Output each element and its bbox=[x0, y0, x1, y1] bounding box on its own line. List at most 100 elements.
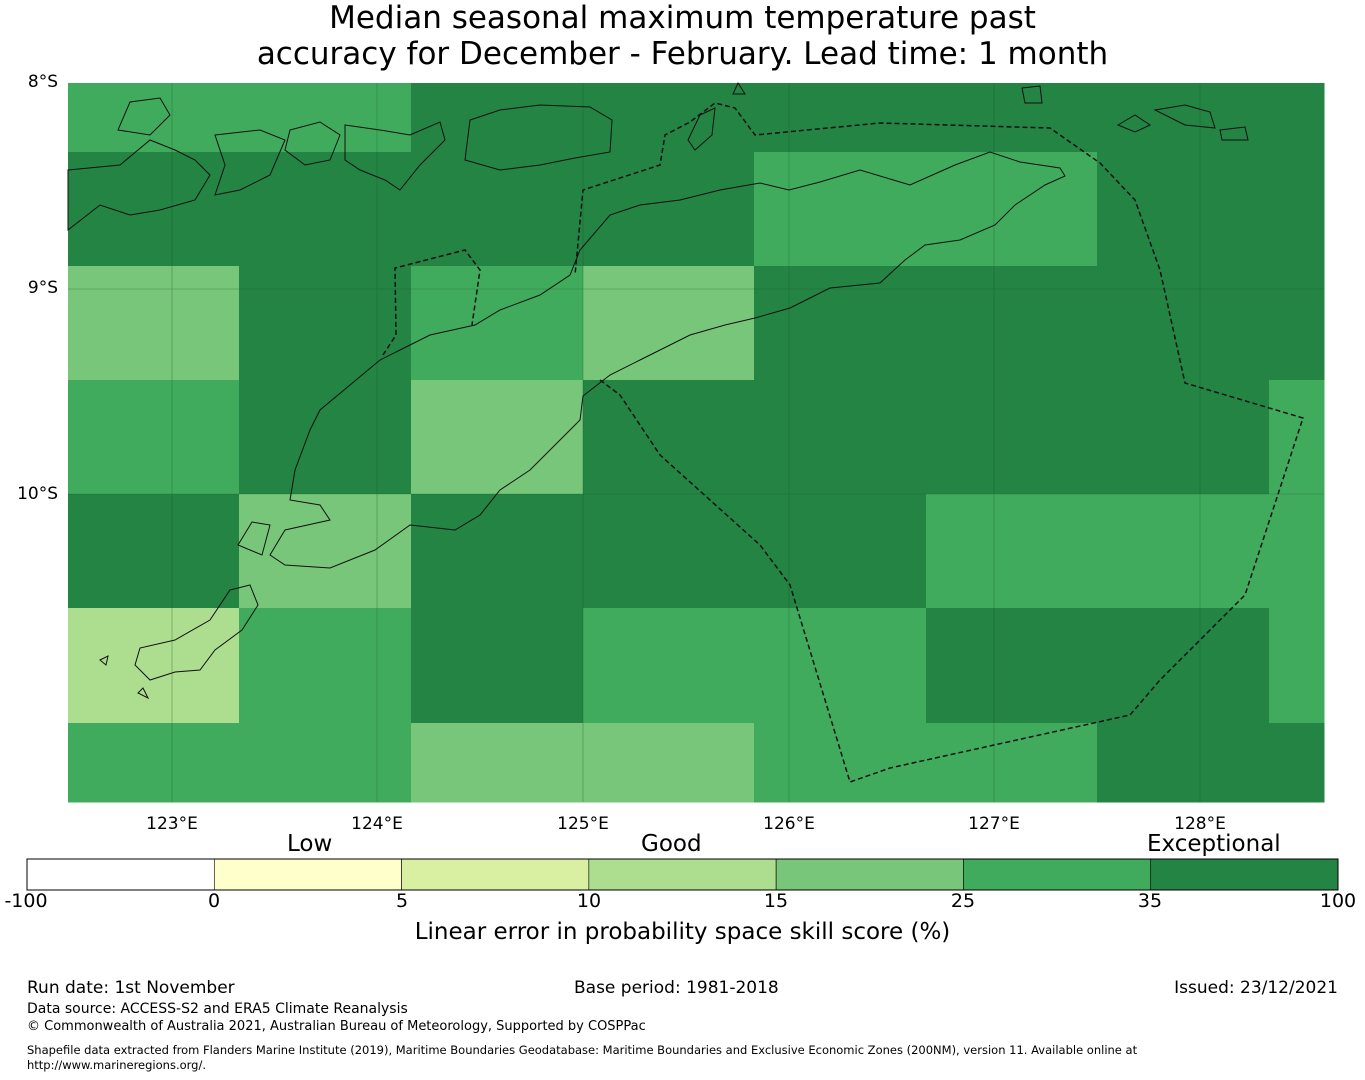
lon-label-126e: 126°E bbox=[763, 814, 815, 834]
shapefile-credit-line-1: Shapefile data extracted from Flanders M… bbox=[27, 1043, 1138, 1057]
grid-cell bbox=[926, 380, 1098, 495]
colorbar-bin bbox=[963, 858, 1152, 891]
grid-cell bbox=[1269, 608, 1325, 724]
grid-cell bbox=[411, 380, 584, 495]
tick-minus-100: -100 bbox=[4, 890, 48, 912]
lon-label-125e: 125°E bbox=[557, 814, 609, 834]
lat-label-9s: 9°S bbox=[27, 278, 58, 298]
grid-cell bbox=[239, 723, 412, 803]
tick-35: 35 bbox=[1137, 890, 1163, 912]
map-title-line-2: accuracy for December - February. Lead t… bbox=[256, 36, 1109, 72]
babar-island-coast bbox=[1116, 114, 1152, 133]
colorbar bbox=[26, 858, 1339, 891]
category-good: Good bbox=[641, 831, 702, 857]
grid-cell bbox=[1269, 494, 1325, 609]
grid-cell bbox=[754, 608, 927, 724]
lon-label-128e: 128°E bbox=[1174, 814, 1226, 834]
eez-boundary-west bbox=[382, 249, 481, 356]
colorbar-bin bbox=[26, 858, 215, 891]
grid-cell bbox=[1097, 494, 1270, 609]
grid-cell bbox=[68, 152, 240, 267]
grid-cell bbox=[1097, 83, 1270, 153]
grid-cell bbox=[1097, 608, 1270, 724]
category-low: Low bbox=[287, 831, 333, 857]
skill-grid bbox=[68, 83, 1325, 803]
grid-cell bbox=[1097, 266, 1270, 381]
wetar-island-coast bbox=[464, 104, 613, 171]
shapefile-credit-line-2: http://www.marineregions.org/. bbox=[27, 1058, 206, 1072]
skill-map bbox=[67, 81, 1325, 803]
grid-cell bbox=[411, 494, 584, 609]
grid-cell bbox=[411, 152, 584, 267]
tick-100: 100 bbox=[1319, 890, 1357, 912]
grid-cell bbox=[1097, 152, 1270, 267]
grid-cell bbox=[68, 83, 240, 153]
run-date: Run date: 1st November bbox=[27, 978, 235, 998]
sermata-island-coast bbox=[1219, 126, 1249, 141]
base-period: Base period: 1981-2018 bbox=[574, 978, 779, 998]
tick-5: 5 bbox=[395, 890, 409, 912]
eez-boundary-east bbox=[574, 102, 1304, 783]
grid-cell bbox=[68, 608, 240, 724]
lon-label-123e: 123°E bbox=[146, 814, 198, 834]
semau-island-coast bbox=[237, 521, 271, 556]
grid-cell bbox=[1097, 380, 1270, 495]
lat-label-10s: 10°S bbox=[17, 484, 58, 504]
grid-cell bbox=[754, 494, 927, 609]
grid-cell bbox=[411, 608, 584, 724]
atauro-island-coast bbox=[687, 107, 716, 151]
issued-date: Issued: 23/12/2021 bbox=[1174, 978, 1338, 998]
lat-label-8s: 8°S bbox=[27, 72, 58, 92]
grid-cell bbox=[239, 380, 412, 495]
grid-cell bbox=[583, 494, 755, 609]
category-exceptional: Exceptional bbox=[1147, 831, 1281, 857]
grid-cell bbox=[754, 152, 927, 267]
colorbar-label: Linear error in probability space skill … bbox=[414, 919, 951, 945]
tick-10: 10 bbox=[576, 890, 602, 912]
grid-cell bbox=[754, 83, 927, 153]
lat-lon-gridlines bbox=[68, 83, 1324, 802]
grid-cell bbox=[926, 494, 1098, 609]
data-source: Data source: ACCESS-S2 and ERA5 Climate … bbox=[27, 1001, 408, 1017]
grid-cell bbox=[926, 266, 1098, 381]
grid-cell bbox=[1097, 723, 1270, 803]
small-island-1 bbox=[137, 687, 150, 700]
grid-cell bbox=[68, 266, 240, 381]
grid-cell bbox=[1269, 266, 1325, 381]
grid-cell bbox=[583, 723, 755, 803]
grid-cell bbox=[239, 83, 412, 153]
grid-cell bbox=[754, 380, 927, 495]
grid-cell bbox=[926, 608, 1098, 724]
copyright: © Commonwealth of Australia 2021, Austra… bbox=[27, 1019, 646, 1034]
grid-cell bbox=[754, 723, 927, 803]
colorbar-bin bbox=[588, 858, 777, 891]
grid-cell bbox=[583, 266, 755, 381]
grid-cell bbox=[926, 723, 1098, 803]
colorbar-bin bbox=[775, 858, 964, 891]
maritime-boundaries bbox=[382, 102, 1304, 783]
lembata-island-coast bbox=[214, 129, 286, 196]
grid-cell bbox=[754, 266, 927, 381]
grid-cell bbox=[68, 494, 240, 609]
moa-island-coast bbox=[1153, 104, 1216, 129]
grid-cell bbox=[411, 83, 584, 153]
coastlines bbox=[67, 81, 1249, 700]
grid-cell bbox=[583, 152, 755, 267]
map-title-line-1: Median seasonal maximum temperature past bbox=[329, 0, 1036, 36]
lon-label-127e: 127°E bbox=[968, 814, 1020, 834]
grid-cell bbox=[68, 380, 240, 495]
grid-cell bbox=[926, 152, 1098, 267]
ndao-island-coast bbox=[99, 655, 109, 666]
grid-cell bbox=[411, 723, 584, 803]
flores-north-coast bbox=[117, 97, 171, 136]
tick-0: 0 bbox=[207, 890, 221, 912]
colorbar-bin bbox=[401, 858, 590, 891]
alor-island-coast bbox=[344, 121, 446, 191]
grid-cell bbox=[1269, 83, 1325, 153]
kisar-island-coast bbox=[732, 81, 746, 95]
grid-cell bbox=[583, 380, 755, 495]
grid-cell bbox=[926, 83, 1098, 153]
grid-cell bbox=[1269, 152, 1325, 267]
pantar-island-coast bbox=[284, 121, 341, 166]
tick-15: 15 bbox=[763, 890, 789, 912]
